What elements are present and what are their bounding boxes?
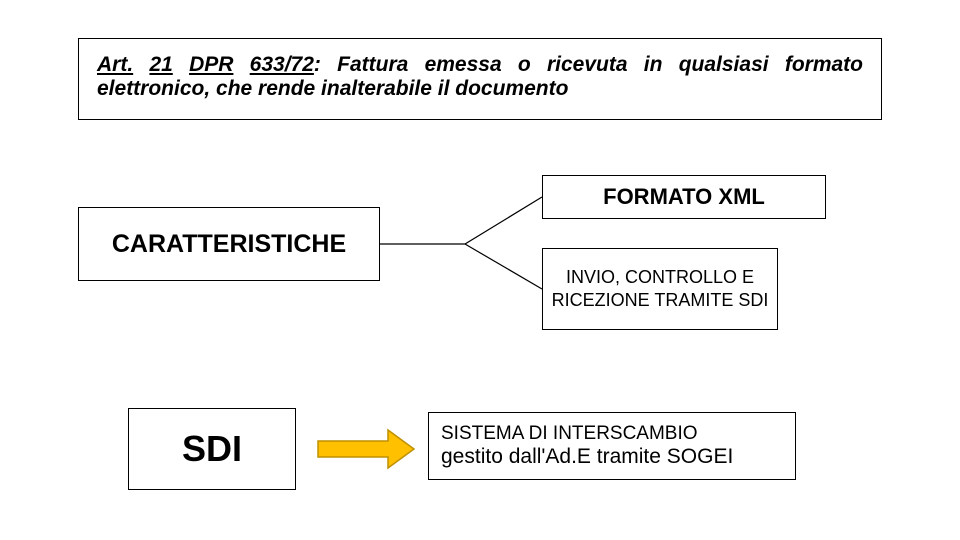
arrow-icon [0,0,960,540]
